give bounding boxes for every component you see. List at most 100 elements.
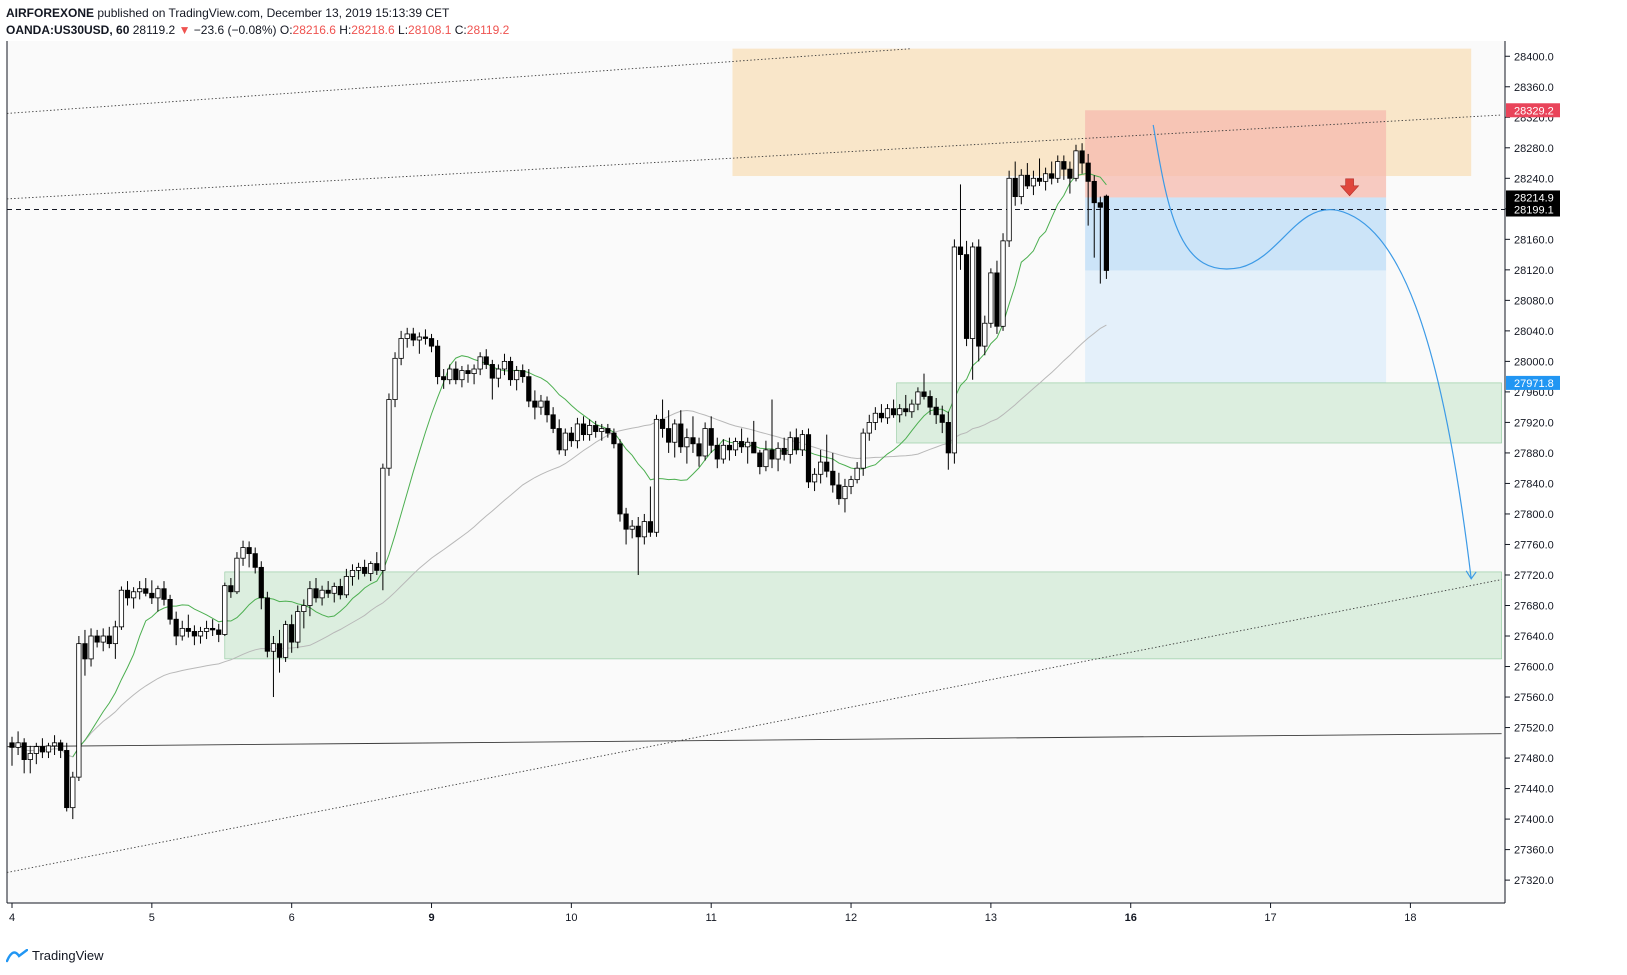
candle [301, 599, 307, 629]
candle-body-up [203, 627, 210, 632]
candle [550, 407, 556, 434]
price-tick-label: 28280.0 [1514, 143, 1554, 155]
candle-body-down [289, 624, 295, 643]
symbol-name[interactable]: OANDA:US30USD, 60 [6, 23, 130, 37]
candle-body-down [605, 428, 611, 434]
candle-body-up [471, 368, 477, 374]
zone-target-extended [1085, 270, 1387, 383]
candle [720, 439, 726, 464]
tradingview-logo-icon[interactable] [6, 948, 28, 963]
candle [21, 738, 27, 774]
candle [824, 434, 830, 478]
candle [434, 340, 441, 385]
author-name[interactable]: AIRFOREXONE [6, 6, 95, 20]
candle-body-up [380, 467, 386, 571]
candle [161, 581, 167, 606]
candle-body-up [702, 428, 708, 457]
candle [289, 614, 295, 653]
candle-body-down [1036, 177, 1043, 182]
candle-body-down [374, 563, 380, 571]
candle [562, 428, 568, 456]
candle [909, 399, 915, 418]
time-tick-label: 9 [428, 912, 434, 924]
candle-body-down [246, 547, 252, 555]
price-tick-label: 27800.0 [1514, 509, 1554, 521]
candle [659, 399, 666, 438]
candle-body-up [33, 746, 39, 754]
candle-body-down [532, 400, 538, 408]
candle-body-down [805, 434, 812, 483]
candle [149, 580, 155, 604]
candle-body-up [282, 624, 289, 658]
footer-brand[interactable]: TradingView [32, 948, 104, 963]
candle [763, 440, 769, 472]
candle-body-down [781, 447, 787, 455]
candle-body-down [666, 428, 672, 443]
candle-body-up [51, 742, 58, 747]
candle-body-up [501, 360, 508, 370]
candle-body-down [410, 333, 416, 341]
candle [970, 242, 976, 380]
candle [690, 416, 696, 453]
candle [88, 628, 94, 667]
candle-body-up [818, 461, 824, 475]
candle [538, 394, 544, 415]
zones-layer [224, 48, 1502, 660]
candle [745, 437, 751, 464]
candle [666, 410, 672, 453]
candle [416, 332, 422, 354]
candle [994, 260, 1000, 334]
candle [830, 452, 836, 493]
candle-body-down [167, 598, 173, 620]
time-tick-label: 6 [289, 912, 295, 924]
candle-body-up [45, 745, 52, 753]
candle-body-down [337, 586, 343, 596]
time-tick-label: 13 [985, 912, 997, 924]
candle [1012, 161, 1018, 206]
candle [392, 352, 398, 408]
price-badge: 28199.1 [1506, 202, 1560, 217]
candle [191, 625, 197, 646]
price-tick-label: 28040.0 [1514, 326, 1554, 338]
candle-body-down [216, 629, 222, 635]
zone-demand [896, 382, 1502, 444]
candle [672, 419, 678, 458]
candle-body-up [629, 525, 635, 530]
candle-body-up [1073, 150, 1079, 179]
candle-body-up [331, 586, 337, 594]
candle-body-down [611, 432, 617, 445]
candle-body-down [903, 408, 909, 413]
candle [428, 333, 435, 353]
candle [325, 581, 331, 598]
candle-body-down [945, 422, 951, 454]
candle [246, 541, 252, 568]
candle-body-down [635, 525, 641, 538]
price-change: −23.6 (−0.08%) [193, 23, 277, 37]
candle-body-up [988, 272, 994, 324]
candle-body-down [793, 437, 799, 451]
candle [580, 416, 587, 441]
candle-body-down [453, 368, 459, 381]
candle-body-up [915, 391, 921, 405]
candle [976, 239, 982, 362]
price-badge: 28214.9 [1506, 190, 1560, 205]
candle-body-down [659, 418, 666, 429]
candle-body-down [526, 376, 532, 402]
candle-body-up [1006, 177, 1012, 242]
candle [836, 472, 842, 505]
open-value: 28216.6 [292, 23, 336, 37]
price-tick-label: 27920.0 [1514, 417, 1554, 429]
candle-body-up [848, 479, 854, 487]
candle [94, 629, 100, 648]
candle-body-down [957, 246, 964, 255]
candle [501, 353, 508, 376]
candle [459, 365, 465, 388]
candle-body-down [264, 597, 270, 652]
candle [270, 636, 277, 698]
low-label: L: [398, 23, 409, 37]
candle-body-down [1091, 180, 1097, 204]
candle [404, 327, 410, 348]
candle-body-up [653, 418, 660, 533]
candle-body-down [647, 521, 654, 533]
